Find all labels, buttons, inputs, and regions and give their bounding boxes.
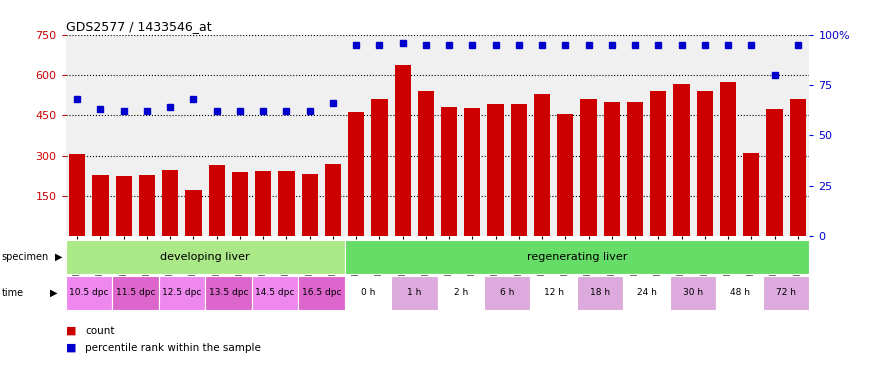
Bar <box>252 276 298 310</box>
Bar <box>162 170 178 236</box>
Bar <box>720 82 736 236</box>
Bar <box>580 99 597 236</box>
Bar <box>371 99 388 236</box>
Bar <box>670 276 717 310</box>
Bar <box>623 276 670 310</box>
Bar <box>391 276 438 310</box>
Text: ▶: ▶ <box>55 252 63 262</box>
Bar <box>484 276 530 310</box>
Bar <box>158 276 205 310</box>
Text: regenerating liver: regenerating liver <box>527 252 627 262</box>
Bar <box>530 276 577 310</box>
Text: 18 h: 18 h <box>590 288 610 297</box>
Bar <box>345 276 391 310</box>
Bar <box>186 190 201 236</box>
Text: developing liver: developing liver <box>160 252 250 262</box>
Text: count: count <box>85 326 115 336</box>
Text: ▶: ▶ <box>50 288 58 298</box>
Bar <box>650 91 667 236</box>
Bar <box>789 99 806 236</box>
Text: 48 h: 48 h <box>730 288 750 297</box>
Bar <box>208 165 225 236</box>
Bar <box>465 109 480 236</box>
Text: 6 h: 6 h <box>500 288 514 297</box>
Bar <box>66 240 345 274</box>
Bar <box>139 175 155 236</box>
Bar <box>674 84 690 236</box>
Bar <box>116 177 132 236</box>
Bar <box>255 171 271 236</box>
Text: 10.5 dpc: 10.5 dpc <box>69 288 108 297</box>
Text: 11.5 dpc: 11.5 dpc <box>116 288 155 297</box>
Text: specimen: specimen <box>2 252 49 262</box>
Text: 12.5 dpc: 12.5 dpc <box>162 288 201 297</box>
Bar <box>717 276 763 310</box>
Bar <box>205 276 252 310</box>
Bar <box>557 114 573 236</box>
Bar <box>441 107 458 236</box>
Bar <box>298 276 345 310</box>
Text: 1 h: 1 h <box>407 288 422 297</box>
Bar <box>278 171 295 236</box>
Text: ■: ■ <box>66 326 76 336</box>
Bar <box>534 94 550 236</box>
Text: 13.5 dpc: 13.5 dpc <box>208 288 248 297</box>
Bar <box>604 102 620 236</box>
Text: 16.5 dpc: 16.5 dpc <box>302 288 341 297</box>
Bar <box>93 175 108 236</box>
Bar <box>66 276 112 310</box>
Text: ■: ■ <box>66 343 76 353</box>
Bar <box>325 164 341 236</box>
Bar <box>696 91 713 236</box>
Bar <box>438 276 484 310</box>
Bar <box>511 104 527 236</box>
Bar <box>766 109 782 236</box>
Bar <box>743 153 760 236</box>
Text: percentile rank within the sample: percentile rank within the sample <box>85 343 261 353</box>
Text: 2 h: 2 h <box>453 288 468 297</box>
Bar <box>69 154 86 236</box>
Bar <box>112 276 158 310</box>
Bar <box>577 276 623 310</box>
Bar <box>232 172 248 236</box>
Bar <box>626 102 643 236</box>
Text: 12 h: 12 h <box>543 288 564 297</box>
Bar <box>302 174 318 236</box>
Text: 24 h: 24 h <box>637 288 656 297</box>
Text: 30 h: 30 h <box>683 288 704 297</box>
Bar <box>395 66 410 236</box>
Text: time: time <box>2 288 24 298</box>
Bar <box>345 240 809 274</box>
Text: GDS2577 / 1433546_at: GDS2577 / 1433546_at <box>66 20 211 33</box>
Bar <box>348 112 364 236</box>
Text: 14.5 dpc: 14.5 dpc <box>255 288 295 297</box>
Text: 0 h: 0 h <box>360 288 375 297</box>
Bar <box>487 104 504 236</box>
Bar <box>763 276 809 310</box>
Bar <box>417 91 434 236</box>
Text: 72 h: 72 h <box>776 288 796 297</box>
